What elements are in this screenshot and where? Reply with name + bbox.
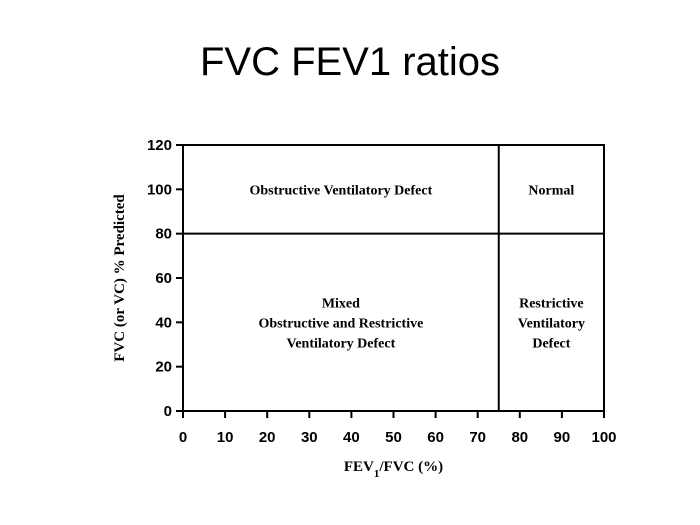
region-label-restrictive: Restrictive Ventilatory Defect [518,296,585,351]
y-tick-label: 120 [147,137,172,154]
y-tick-label: 80 [155,226,172,243]
y-axis-title: FVC (or VC) % Predicted [112,194,128,362]
x-axis-title: FEV1/FVC (%) [344,459,443,480]
slide-title: FVC FEV1 ratios [199,40,501,84]
x-tick-label: 30 [301,429,318,446]
x-axis-title-sub: 1 [374,468,380,480]
x-tick-label: 40 [343,429,360,446]
region-label-mixed: Mixed Obstructive and Restrictive Ventilat… [258,296,423,351]
region-label-line: Normal [528,183,574,198]
region-label-line: Ventilatory Defect [287,336,396,351]
region-label-line: Obstructive Ventilatory Defect [250,183,433,198]
y-tick-label: 20 [155,359,172,376]
ticks-layer: 0 20 40 60 80 100 120 0 10 20 30 40 50 60 70 80 90 100 [147,137,617,446]
region-label-normal: Normal [528,183,574,198]
x-tick-label: 70 [469,429,486,446]
plot-frame [182,144,605,412]
region-label-obstructive: Obstructive Ventilatory Defect [250,183,433,198]
region-label-line: Defect [532,336,570,351]
x-tick-label: 60 [427,429,444,446]
x-tick-label: 20 [259,429,276,446]
region-label-line: Restrictive [519,296,584,311]
region-label-line: Ventilatory [518,316,585,331]
x-tick-label: 50 [385,429,402,446]
x-tick-label: 90 [554,429,571,446]
x-axis-title-main: FEV [344,459,374,475]
x-axis-title-rest: /FVC (%) [378,459,443,475]
x-tick-label: 10 [217,429,234,446]
region-label-line: Obstructive and Restrictive [258,316,423,331]
y-tick-label: 100 [147,181,172,198]
regions-layer: Obstructive Ventilatory Defect Normal Mixe… [250,183,585,351]
x-tick-label: 100 [591,429,616,446]
x-tick-label: 80 [511,429,528,446]
y-tick-label: 60 [155,270,172,287]
x-tick-label: 0 [179,429,187,446]
lines-layer [182,144,605,412]
region-label-line: Mixed [322,296,360,311]
y-tick-label: 0 [164,403,172,420]
y-tick-label: 40 [155,314,172,331]
